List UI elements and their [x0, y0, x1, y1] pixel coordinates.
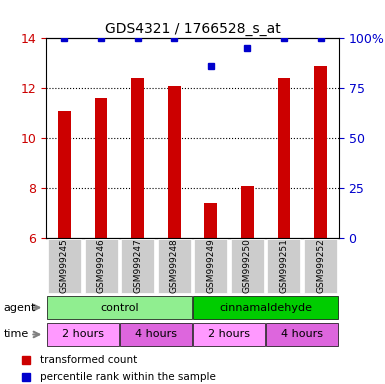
Bar — [204, 203, 217, 238]
Text: 2 hours: 2 hours — [62, 329, 104, 339]
Text: time: time — [4, 329, 29, 339]
Text: GSM999247: GSM999247 — [133, 238, 142, 293]
Bar — [131, 78, 144, 238]
FancyBboxPatch shape — [266, 323, 338, 346]
FancyBboxPatch shape — [158, 239, 191, 293]
Text: control: control — [100, 303, 139, 313]
Text: 2 hours: 2 hours — [208, 329, 250, 339]
Text: 4 hours: 4 hours — [281, 329, 323, 339]
Text: GSM999248: GSM999248 — [170, 238, 179, 293]
FancyBboxPatch shape — [193, 323, 265, 346]
Text: GSM999251: GSM999251 — [280, 238, 288, 293]
FancyBboxPatch shape — [231, 239, 264, 293]
Text: GSM999246: GSM999246 — [97, 238, 105, 293]
Text: agent: agent — [4, 303, 36, 313]
FancyBboxPatch shape — [193, 296, 338, 319]
Text: transformed count: transformed count — [40, 355, 137, 365]
Text: 4 hours: 4 hours — [135, 329, 177, 339]
Bar — [314, 66, 327, 238]
Bar — [241, 186, 254, 238]
Bar — [278, 78, 290, 238]
Bar — [168, 86, 181, 238]
Title: GDS4321 / 1766528_s_at: GDS4321 / 1766528_s_at — [105, 22, 280, 36]
FancyBboxPatch shape — [120, 323, 192, 346]
FancyBboxPatch shape — [85, 239, 117, 293]
FancyBboxPatch shape — [121, 239, 154, 293]
Text: GSM999250: GSM999250 — [243, 238, 252, 293]
Text: GSM999252: GSM999252 — [316, 238, 325, 293]
FancyBboxPatch shape — [47, 296, 192, 319]
FancyBboxPatch shape — [304, 239, 337, 293]
FancyBboxPatch shape — [268, 239, 300, 293]
FancyBboxPatch shape — [48, 239, 81, 293]
Text: GSM999245: GSM999245 — [60, 238, 69, 293]
FancyBboxPatch shape — [194, 239, 227, 293]
Text: GSM999249: GSM999249 — [206, 238, 215, 293]
FancyBboxPatch shape — [47, 323, 119, 346]
Text: cinnamaldehyde: cinnamaldehyde — [219, 303, 312, 313]
Bar — [58, 111, 71, 238]
Text: percentile rank within the sample: percentile rank within the sample — [40, 372, 216, 382]
Bar — [95, 98, 107, 238]
